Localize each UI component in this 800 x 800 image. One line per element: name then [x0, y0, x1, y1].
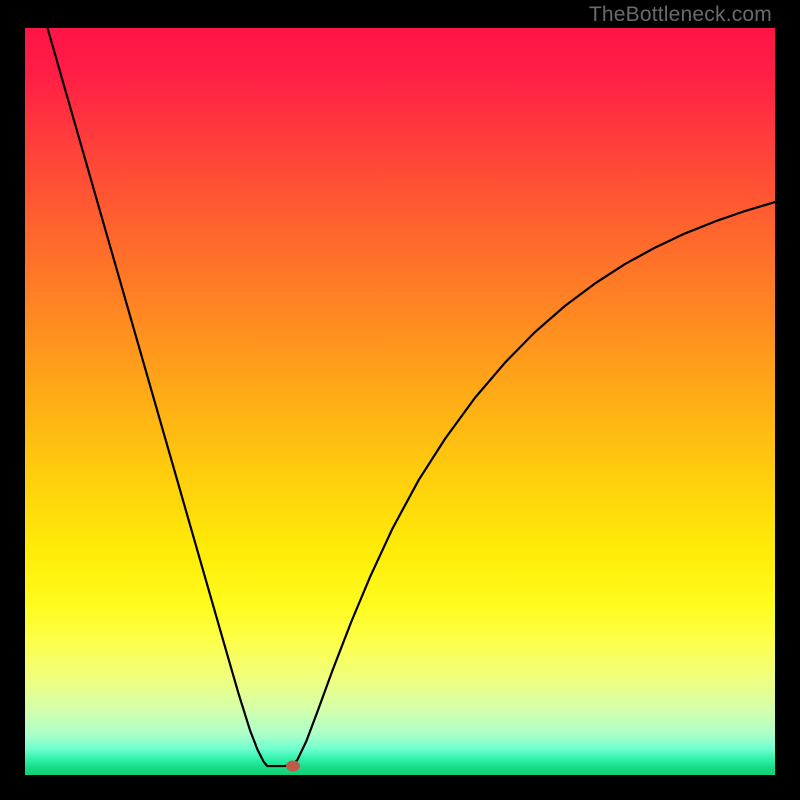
- watermark-text: TheBottleneck.com: [589, 3, 772, 27]
- curve-path: [48, 28, 776, 766]
- bottleneck-curve: [25, 28, 775, 775]
- chart-container: TheBottleneck.com: [0, 0, 800, 800]
- plot-area: [25, 28, 775, 775]
- optimal-point-marker: [286, 761, 300, 772]
